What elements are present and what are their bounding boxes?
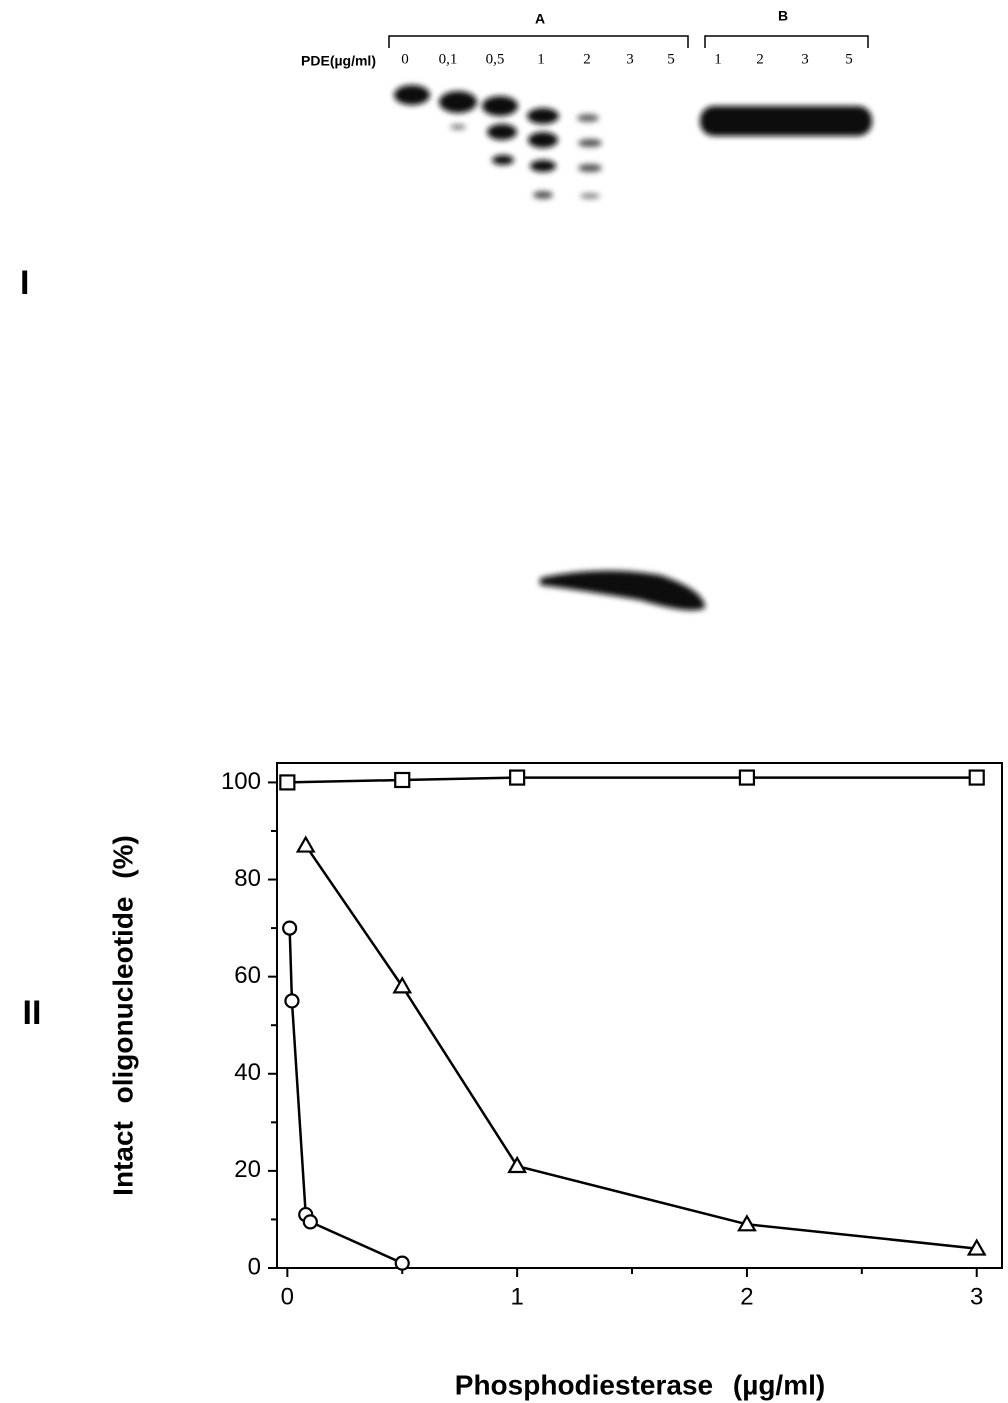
- y-tick-label: 40: [234, 1059, 261, 1086]
- y-tick-label: 20: [234, 1156, 261, 1183]
- y-tick-label: 100: [221, 768, 261, 795]
- chart: 0 1 2 3 0 20 40 60 80 100 Phosphodiesterase (µg/ml…: [107, 763, 1002, 1400]
- x-tick-label: 1: [510, 1283, 523, 1310]
- lane-label: 3: [626, 51, 634, 67]
- data-point: [304, 1215, 317, 1228]
- lane-label: 1: [714, 51, 722, 67]
- data-point: [395, 773, 409, 787]
- row-label: PDE(µg/ml): [301, 53, 376, 69]
- panel-label: I: [20, 264, 29, 302]
- lane-labels: 0 0,1 0,5 1 2 3 5: [401, 51, 675, 67]
- data-point: [285, 994, 298, 1007]
- panel-label: II: [23, 994, 42, 1032]
- lane-label: 0: [401, 51, 409, 67]
- data-point: [280, 775, 294, 789]
- figure: A B PDE(µg/ml) 0 0,1 0,5 1 2 3 5 1 2 3 5 I II 0 1 2…: [0, 0, 1008, 1403]
- x-tick-label: 0: [281, 1283, 294, 1310]
- y-axis-label: Intact oligonucleotide (%): [107, 835, 138, 1196]
- data-point: [298, 838, 314, 852]
- lane-label: 5: [845, 51, 853, 67]
- group-label: B: [778, 8, 788, 24]
- lane-label: 3: [801, 51, 809, 67]
- data-point: [394, 978, 410, 992]
- lane-label: 1: [537, 51, 545, 67]
- lane-labels: 1 2 3 5: [714, 51, 853, 67]
- lane-label: 2: [583, 51, 591, 67]
- y-tick-label: 60: [234, 962, 261, 989]
- lane-label: 2: [756, 51, 764, 67]
- data-point: [283, 922, 296, 935]
- lane-label: 0,1: [439, 51, 458, 67]
- y-tick-label: 0: [248, 1253, 261, 1280]
- data-point: [396, 1257, 409, 1270]
- plot-frame: [277, 763, 1002, 1268]
- data-point: [740, 771, 754, 785]
- lane-label: 0,5: [486, 51, 505, 67]
- gel-panel: A B PDE(µg/ml) 0 0,1 0,5 1 2 3 5 1 2 3 5 I: [20, 8, 872, 611]
- data-point: [970, 771, 984, 785]
- x-tick-label: 2: [740, 1283, 753, 1310]
- group-label: A: [535, 11, 545, 27]
- lane-bracket: [389, 36, 868, 48]
- data-point: [510, 771, 524, 785]
- series-line: [306, 846, 977, 1249]
- x-tick-label: 3: [970, 1283, 983, 1310]
- lane-label: 5: [667, 51, 675, 67]
- series-line: [287, 778, 976, 783]
- y-tick-label: 80: [234, 865, 261, 892]
- data-point: [509, 1158, 525, 1172]
- gel-bands: [394, 85, 872, 610]
- x-axis-label: Phosphodiesterase (µg/ml): [455, 1369, 825, 1400]
